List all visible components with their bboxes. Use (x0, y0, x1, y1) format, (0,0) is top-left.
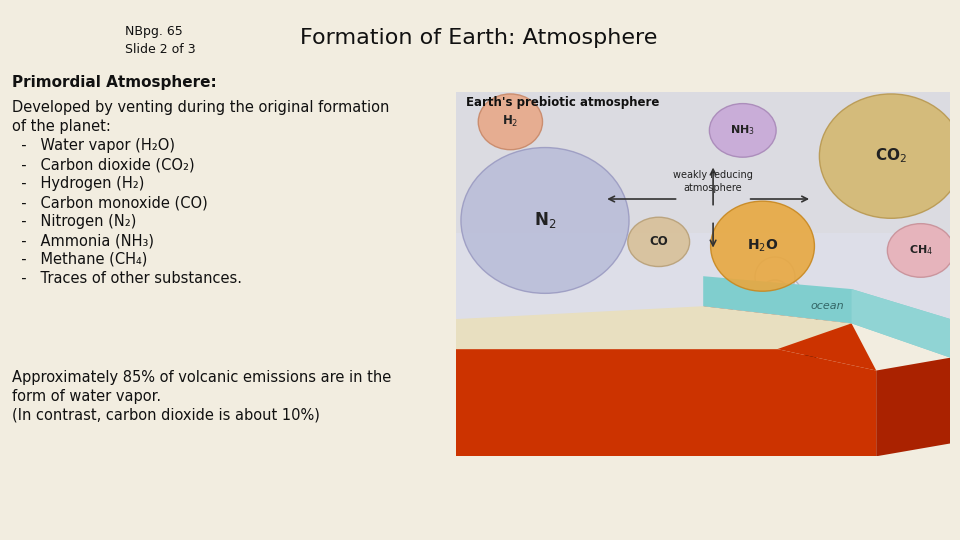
Text: -   Hydrogen (H₂): - Hydrogen (H₂) (12, 176, 144, 191)
Text: -   Water vapor (H₂O): - Water vapor (H₂O) (12, 138, 175, 153)
Text: -   Methane (CH₄): - Methane (CH₄) (12, 252, 148, 267)
Ellipse shape (749, 277, 785, 313)
Text: form of water vapor.: form of water vapor. (12, 389, 161, 404)
Text: -   Ammonia (NH₃): - Ammonia (NH₃) (12, 233, 154, 248)
Polygon shape (703, 306, 876, 370)
Ellipse shape (887, 224, 954, 277)
Text: -   Nitrogen (N₂): - Nitrogen (N₂) (12, 214, 136, 229)
Polygon shape (852, 289, 950, 357)
Text: N$_2$: N$_2$ (534, 211, 556, 231)
Polygon shape (456, 349, 876, 456)
Ellipse shape (710, 201, 814, 291)
Text: -   Traces of other substances.: - Traces of other substances. (12, 271, 242, 286)
Text: CH$_4$: CH$_4$ (909, 244, 933, 258)
Text: Earth's prebiotic atmosphere: Earth's prebiotic atmosphere (466, 96, 660, 109)
Ellipse shape (461, 147, 629, 293)
Polygon shape (720, 355, 830, 435)
Ellipse shape (769, 277, 801, 309)
Ellipse shape (709, 104, 776, 157)
Text: weakly reducing
atmosphere: weakly reducing atmosphere (673, 170, 753, 193)
Text: NBpg. 65
Slide 2 of 3: NBpg. 65 Slide 2 of 3 (125, 25, 196, 56)
Text: (In contrast, carbon dioxide is about 10%): (In contrast, carbon dioxide is about 10… (12, 408, 320, 423)
Ellipse shape (753, 293, 797, 337)
Ellipse shape (739, 312, 775, 348)
Ellipse shape (628, 217, 689, 267)
FancyBboxPatch shape (456, 92, 950, 319)
Text: CO: CO (649, 235, 668, 248)
Ellipse shape (775, 309, 811, 345)
Polygon shape (703, 276, 950, 357)
Text: -   Carbon monoxide (CO): - Carbon monoxide (CO) (12, 195, 207, 210)
FancyBboxPatch shape (456, 233, 950, 319)
Ellipse shape (820, 94, 960, 218)
Ellipse shape (788, 298, 818, 328)
Polygon shape (685, 355, 755, 440)
Ellipse shape (755, 257, 795, 297)
Text: H$_2$O: H$_2$O (747, 238, 779, 254)
Text: Primordial Atmosphere:: Primordial Atmosphere: (12, 75, 217, 90)
Text: -   Carbon dioxide (CO₂): - Carbon dioxide (CO₂) (12, 157, 195, 172)
Polygon shape (456, 306, 852, 349)
Polygon shape (876, 357, 950, 456)
Ellipse shape (478, 94, 542, 150)
Ellipse shape (732, 295, 762, 325)
Text: ocean: ocean (810, 301, 844, 311)
Text: Approximately 85% of volcanic emissions are in the: Approximately 85% of volcanic emissions … (12, 370, 392, 385)
Text: Formation of Earth: Atmosphere: Formation of Earth: Atmosphere (300, 28, 658, 48)
Text: CO$_2$: CO$_2$ (876, 147, 907, 165)
Text: NH$_3$: NH$_3$ (731, 124, 756, 137)
Text: Developed by venting during the original formation: Developed by venting during the original… (12, 100, 390, 115)
Polygon shape (795, 355, 865, 440)
Text: H$_2$: H$_2$ (502, 114, 518, 130)
Text: of the planet:: of the planet: (12, 119, 110, 134)
